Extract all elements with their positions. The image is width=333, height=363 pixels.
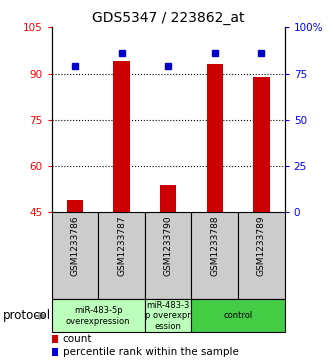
Text: count: count <box>63 334 92 344</box>
Text: control: control <box>223 311 253 320</box>
Text: GSM1233790: GSM1233790 <box>164 215 173 276</box>
Bar <box>160 184 176 212</box>
Bar <box>145 212 191 299</box>
Bar <box>98 212 145 299</box>
Text: miR-483-5p
overexpression: miR-483-5p overexpression <box>66 306 131 326</box>
Bar <box>191 212 238 299</box>
Text: GSM1233786: GSM1233786 <box>70 215 80 276</box>
Bar <box>253 77 269 212</box>
Text: GSM1233789: GSM1233789 <box>257 215 266 276</box>
Title: GDS5347 / 223862_at: GDS5347 / 223862_at <box>92 11 244 25</box>
Text: percentile rank within the sample: percentile rank within the sample <box>63 347 238 357</box>
Text: miR-483-3
p overexpr
ession: miR-483-3 p overexpr ession <box>145 301 191 331</box>
Bar <box>52 212 98 299</box>
Text: protocol: protocol <box>3 309 52 322</box>
Bar <box>113 61 130 212</box>
Bar <box>238 212 285 299</box>
Bar <box>67 200 83 212</box>
Bar <box>206 64 223 212</box>
Bar <box>145 299 191 332</box>
Text: GSM1233787: GSM1233787 <box>117 215 126 276</box>
Text: GSM1233788: GSM1233788 <box>210 215 219 276</box>
Bar <box>191 299 285 332</box>
Bar <box>52 299 145 332</box>
